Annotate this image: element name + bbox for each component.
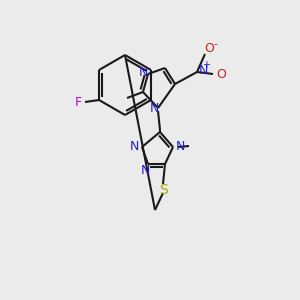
Text: N: N — [199, 64, 208, 76]
Text: +: + — [202, 60, 210, 70]
Text: -: - — [213, 39, 217, 49]
Text: N: N — [129, 140, 139, 152]
Text: S: S — [159, 183, 167, 197]
Text: O: O — [204, 43, 214, 56]
Text: N: N — [149, 101, 159, 115]
Text: N: N — [138, 65, 148, 79]
Text: O: O — [216, 68, 226, 80]
Text: F: F — [74, 95, 82, 109]
Text: N: N — [140, 164, 150, 176]
Text: N: N — [175, 140, 185, 152]
